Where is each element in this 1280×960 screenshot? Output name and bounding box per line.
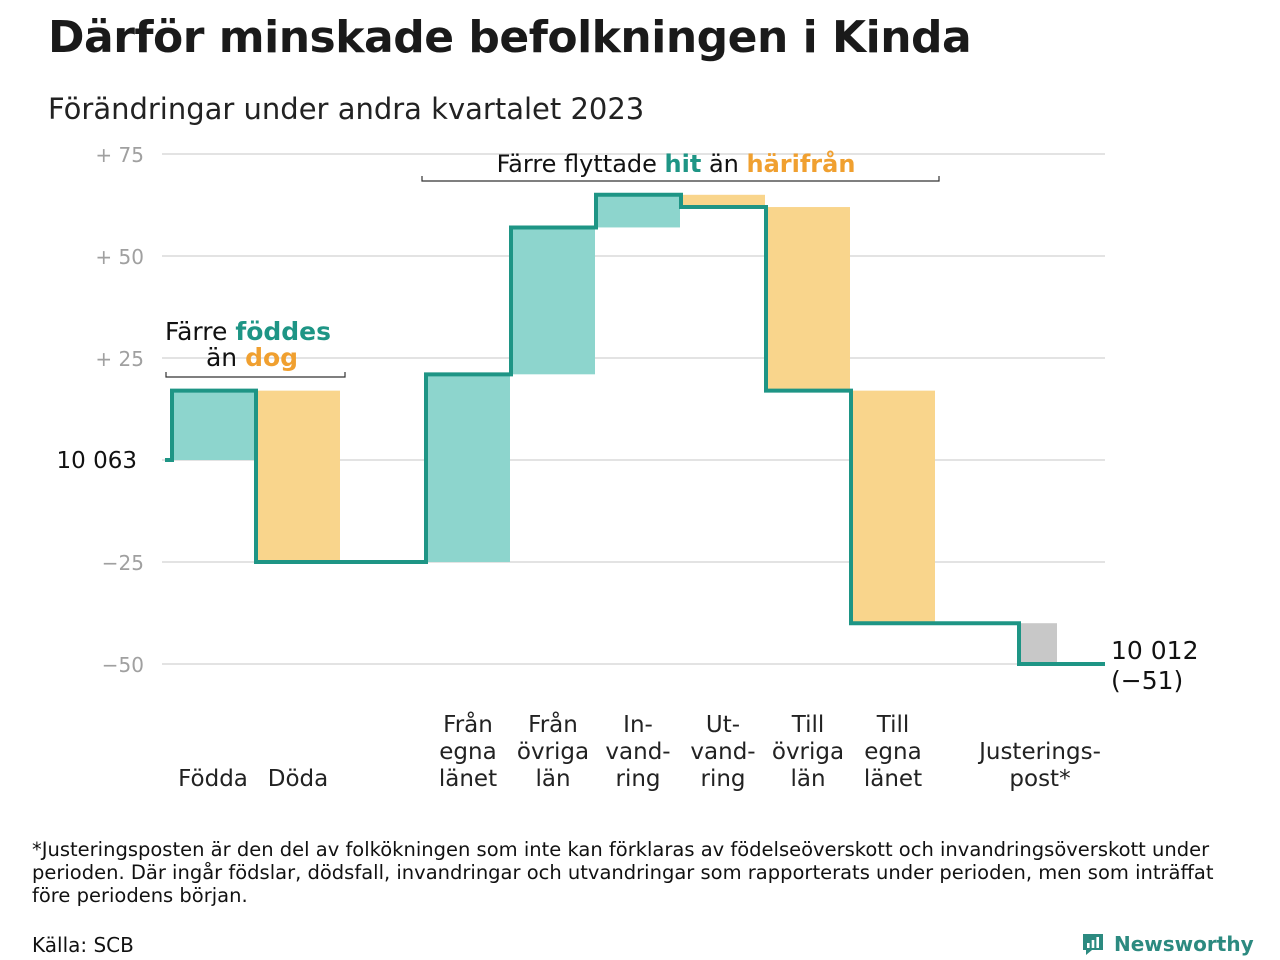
waterfall-bar [511, 227, 595, 375]
waterfall-bar [851, 390, 935, 624]
waterfall-bar [596, 194, 680, 228]
waterfall-bar [1019, 623, 1057, 664]
x-category-label: län [790, 766, 825, 792]
x-category-label: ring [615, 766, 660, 792]
x-category-label: post* [1009, 766, 1070, 792]
waterfall-bar [171, 390, 255, 460]
x-category-label: länet [439, 766, 497, 792]
x-category-label: länet [864, 766, 922, 792]
end-value-label: 10 012 [1111, 636, 1198, 665]
x-category-label: In- [623, 712, 653, 738]
annotation-births-line1: Färre föddes [165, 317, 331, 346]
x-category-label: län [535, 766, 570, 792]
footnote: *Justeringsposten är den del av folkökni… [32, 838, 1214, 907]
x-category-label: Ut- [706, 712, 740, 738]
x-category-label: vand- [690, 739, 755, 765]
newsworthy-logo-icon [1083, 934, 1103, 955]
x-category-label: vand- [605, 739, 670, 765]
brand-logo: Newsworthy [1080, 928, 1254, 960]
annotation-bracket-births [165, 372, 346, 378]
y-tick-label: + 75 [95, 143, 144, 167]
end-change-label: (−51) [1111, 666, 1183, 695]
step-line [165, 192, 1105, 666]
source-label: Källa: SCB [32, 933, 134, 957]
x-category-label: ring [700, 766, 745, 792]
y-tick-label: + 25 [95, 347, 144, 371]
x-category-label: egna [864, 739, 921, 765]
x-category-label: Justerings- [977, 739, 1101, 765]
x-category-label: Från [528, 710, 578, 738]
x-category-label: övriga [517, 739, 589, 765]
annotation-moves: Färre flyttade hit än härifrån [497, 149, 856, 178]
y-tick-label: + 50 [95, 245, 144, 269]
baseline-label: 10 063 [57, 448, 137, 474]
x-category-label: Från [443, 710, 493, 738]
x-category-label: övriga [772, 739, 844, 765]
waterfall-bar [681, 194, 765, 208]
x-category-label: Till [791, 712, 825, 738]
y-tick-label: −25 [102, 551, 144, 575]
annotation-births-line2: än dog [206, 343, 298, 372]
x-category-label: Födda [178, 766, 248, 792]
chart-title: Därför minskade befolkningen i Kinda [48, 12, 972, 63]
x-category-label: Till [876, 712, 910, 738]
x-category-label: egna [439, 739, 496, 765]
brand-name: Newsworthy [1114, 932, 1254, 956]
x-category-label: Döda [268, 766, 328, 792]
waterfall-bar [766, 207, 850, 391]
chart-subtitle: Förändringar under andra kvartalet 2023 [48, 92, 645, 126]
annotation-bracket-moves [421, 176, 940, 182]
waterfall-bar [426, 374, 510, 562]
y-tick-label: −50 [102, 653, 144, 677]
waterfall-bar [256, 390, 340, 562]
